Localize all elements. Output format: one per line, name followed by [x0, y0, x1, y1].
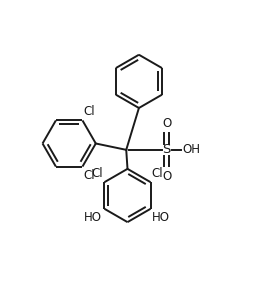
Text: Cl: Cl: [91, 167, 103, 180]
Text: HO: HO: [151, 211, 169, 224]
Text: OH: OH: [181, 143, 199, 156]
Text: Cl: Cl: [83, 105, 95, 119]
Text: S: S: [162, 143, 170, 156]
Text: O: O: [162, 170, 171, 183]
Text: HO: HO: [84, 211, 102, 224]
Text: Cl: Cl: [83, 168, 95, 182]
Text: O: O: [162, 117, 171, 129]
Text: Cl: Cl: [151, 167, 163, 180]
